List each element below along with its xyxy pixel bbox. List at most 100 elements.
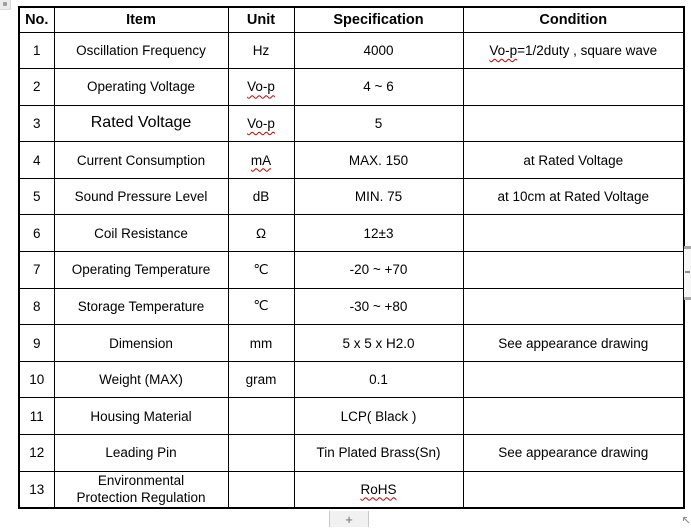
cell-cond[interactable]: See appearance drawing <box>462 324 685 362</box>
header-cell-specification[interactable]: Specification <box>293 6 464 33</box>
cell-unit[interactable]: gram <box>227 360 295 399</box>
vertical-scrollbar[interactable] <box>684 246 691 300</box>
cell-unit[interactable]: dB <box>227 177 295 216</box>
cell-no[interactable]: 6 <box>18 214 55 253</box>
cell-text: 4000 <box>363 42 394 58</box>
cell-item[interactable]: Housing Material <box>53 397 229 436</box>
cell-item[interactable]: Oscillation Frequency <box>53 31 229 70</box>
cell-cond[interactable] <box>462 360 685 399</box>
cell-cond[interactable] <box>462 251 685 289</box>
cell-no[interactable]: 12 <box>18 434 55 472</box>
cell-item[interactable]: Current Consumption <box>53 141 229 179</box>
cell-cond[interactable] <box>462 470 685 509</box>
cell-text: 4 ~ 6 <box>363 79 394 95</box>
cell-unit[interactable]: Vo-p <box>227 68 295 106</box>
cell-no[interactable]: 1 <box>18 31 55 70</box>
header-cell-item[interactable]: Item <box>53 6 229 33</box>
cell-no[interactable]: 5 <box>18 177 55 216</box>
cell-spec[interactable]: LCP( Black ) <box>293 397 464 436</box>
cell-unit[interactable]: Vo-p <box>227 104 295 143</box>
cell-item[interactable]: Leading Pin <box>53 434 229 472</box>
cell-unit[interactable]: Hz <box>227 31 295 70</box>
cell-item[interactable]: Sound Pressure Level <box>53 177 229 216</box>
cell-no[interactable]: 2 <box>18 68 55 106</box>
resize-corner-icon[interactable] <box>681 512 691 524</box>
cell-cond[interactable]: Vo-p=1/2duty , square wave <box>462 31 685 70</box>
cell-no[interactable]: 7 <box>18 251 55 289</box>
table-row: 12 Leading Pin Tin Plated Brass(Sn) See … <box>18 434 685 472</box>
cell-text: See appearance drawing <box>498 335 649 351</box>
cell-text: Current Consumption <box>76 152 206 168</box>
cell-text: 7 <box>32 262 41 278</box>
header-cell-no[interactable]: No. <box>18 6 55 33</box>
cell-unit[interactable]: ℃ <box>227 251 295 289</box>
table-row: 8 Storage Temperature ℃ -30 ~ +80 <box>18 287 685 326</box>
cell-item[interactable]: Weight (MAX) <box>53 360 229 399</box>
cell-spec[interactable]: -30 ~ +80 <box>293 287 464 326</box>
cell-no[interactable]: 10 <box>18 360 55 399</box>
cell-item[interactable]: Storage Temperature <box>53 287 229 326</box>
header-label: No. <box>25 11 49 28</box>
cell-text: 4 <box>32 152 41 168</box>
cell-cond[interactable]: See appearance drawing <box>462 434 685 472</box>
cell-text: LCP( Black ) <box>340 408 417 424</box>
cell-text: 13 <box>29 481 45 497</box>
cell-unit[interactable] <box>227 434 295 472</box>
cell-item[interactable]: Dimension <box>53 324 229 362</box>
cell-unit[interactable]: mm <box>227 324 295 362</box>
cell-no[interactable]: 4 <box>18 141 55 179</box>
cell-spec[interactable]: 5 x 5 x H2.0 <box>293 324 464 362</box>
cell-text-misspelled: RoHS <box>360 481 397 497</box>
cell-spec[interactable]: MAX. 150 <box>293 141 464 179</box>
cell-item[interactable]: Environmental Protection Regulation <box>53 470 229 509</box>
header-label: Item <box>126 11 156 28</box>
cell-text: 8 <box>32 298 41 314</box>
cell-text: Coil Resistance <box>94 225 188 241</box>
cell-spec[interactable]: 4000 <box>293 31 464 70</box>
cell-cond[interactable] <box>462 214 685 253</box>
cell-no[interactable]: 9 <box>18 324 55 362</box>
cell-cond[interactable] <box>462 68 685 106</box>
cell-cond[interactable]: at Rated Voltage <box>462 141 685 179</box>
cell-item[interactable]: Coil Resistance <box>53 214 229 253</box>
cell-unit[interactable] <box>227 397 295 436</box>
cell-spec[interactable]: 5 <box>293 104 464 143</box>
cell-spec[interactable]: 0.1 <box>293 360 464 399</box>
cell-text: =1/2duty , square wave <box>517 42 658 58</box>
cell-text: 12±3 <box>363 225 394 241</box>
cell-spec[interactable]: RoHS <box>293 470 464 509</box>
header-cell-unit[interactable]: Unit <box>227 6 295 33</box>
cell-text: MAX. 150 <box>348 152 409 168</box>
cell-text: Operating Temperature <box>71 262 211 278</box>
cell-unit[interactable]: Ω <box>227 214 295 253</box>
cell-text: Dimension <box>109 335 173 351</box>
cell-no[interactable]: 13 <box>18 470 55 509</box>
cell-cond[interactable] <box>462 104 685 143</box>
cell-text: mm <box>249 335 273 351</box>
cell-item[interactable]: Operating Voltage <box>53 68 229 106</box>
cell-no[interactable]: 3 <box>18 104 55 143</box>
cell-text: gram <box>245 372 277 388</box>
cell-text: at 10cm at Rated Voltage <box>497 189 650 205</box>
cell-unit[interactable]: ℃ <box>227 287 295 326</box>
add-sheet-button[interactable]: + <box>329 511 369 527</box>
cell-spec[interactable]: MIN. 75 <box>293 177 464 216</box>
cell-spec[interactable]: -20 ~ +70 <box>293 251 464 289</box>
cell-no[interactable]: 11 <box>18 397 55 436</box>
cell-cond[interactable] <box>462 287 685 326</box>
cell-spec[interactable]: 12±3 <box>293 214 464 253</box>
cell-item[interactable]: Rated Voltage <box>53 104 229 143</box>
cell-spec[interactable]: 4 ~ 6 <box>293 68 464 106</box>
header-label: Unit <box>246 11 276 28</box>
cell-no[interactable]: 8 <box>18 287 55 326</box>
cell-text: -30 ~ +80 <box>349 298 408 314</box>
cell-cond[interactable] <box>462 397 685 436</box>
cell-item[interactable]: Operating Temperature <box>53 251 229 289</box>
header-cell-condition[interactable]: Condition <box>462 6 685 33</box>
cell-text: 9 <box>32 335 41 351</box>
cell-unit[interactable]: mA <box>227 141 295 179</box>
cell-cond[interactable]: at 10cm at Rated Voltage <box>462 177 685 216</box>
plus-icon: + <box>345 511 353 527</box>
cell-unit[interactable] <box>227 470 295 509</box>
cell-spec[interactable]: Tin Plated Brass(Sn) <box>293 434 464 472</box>
